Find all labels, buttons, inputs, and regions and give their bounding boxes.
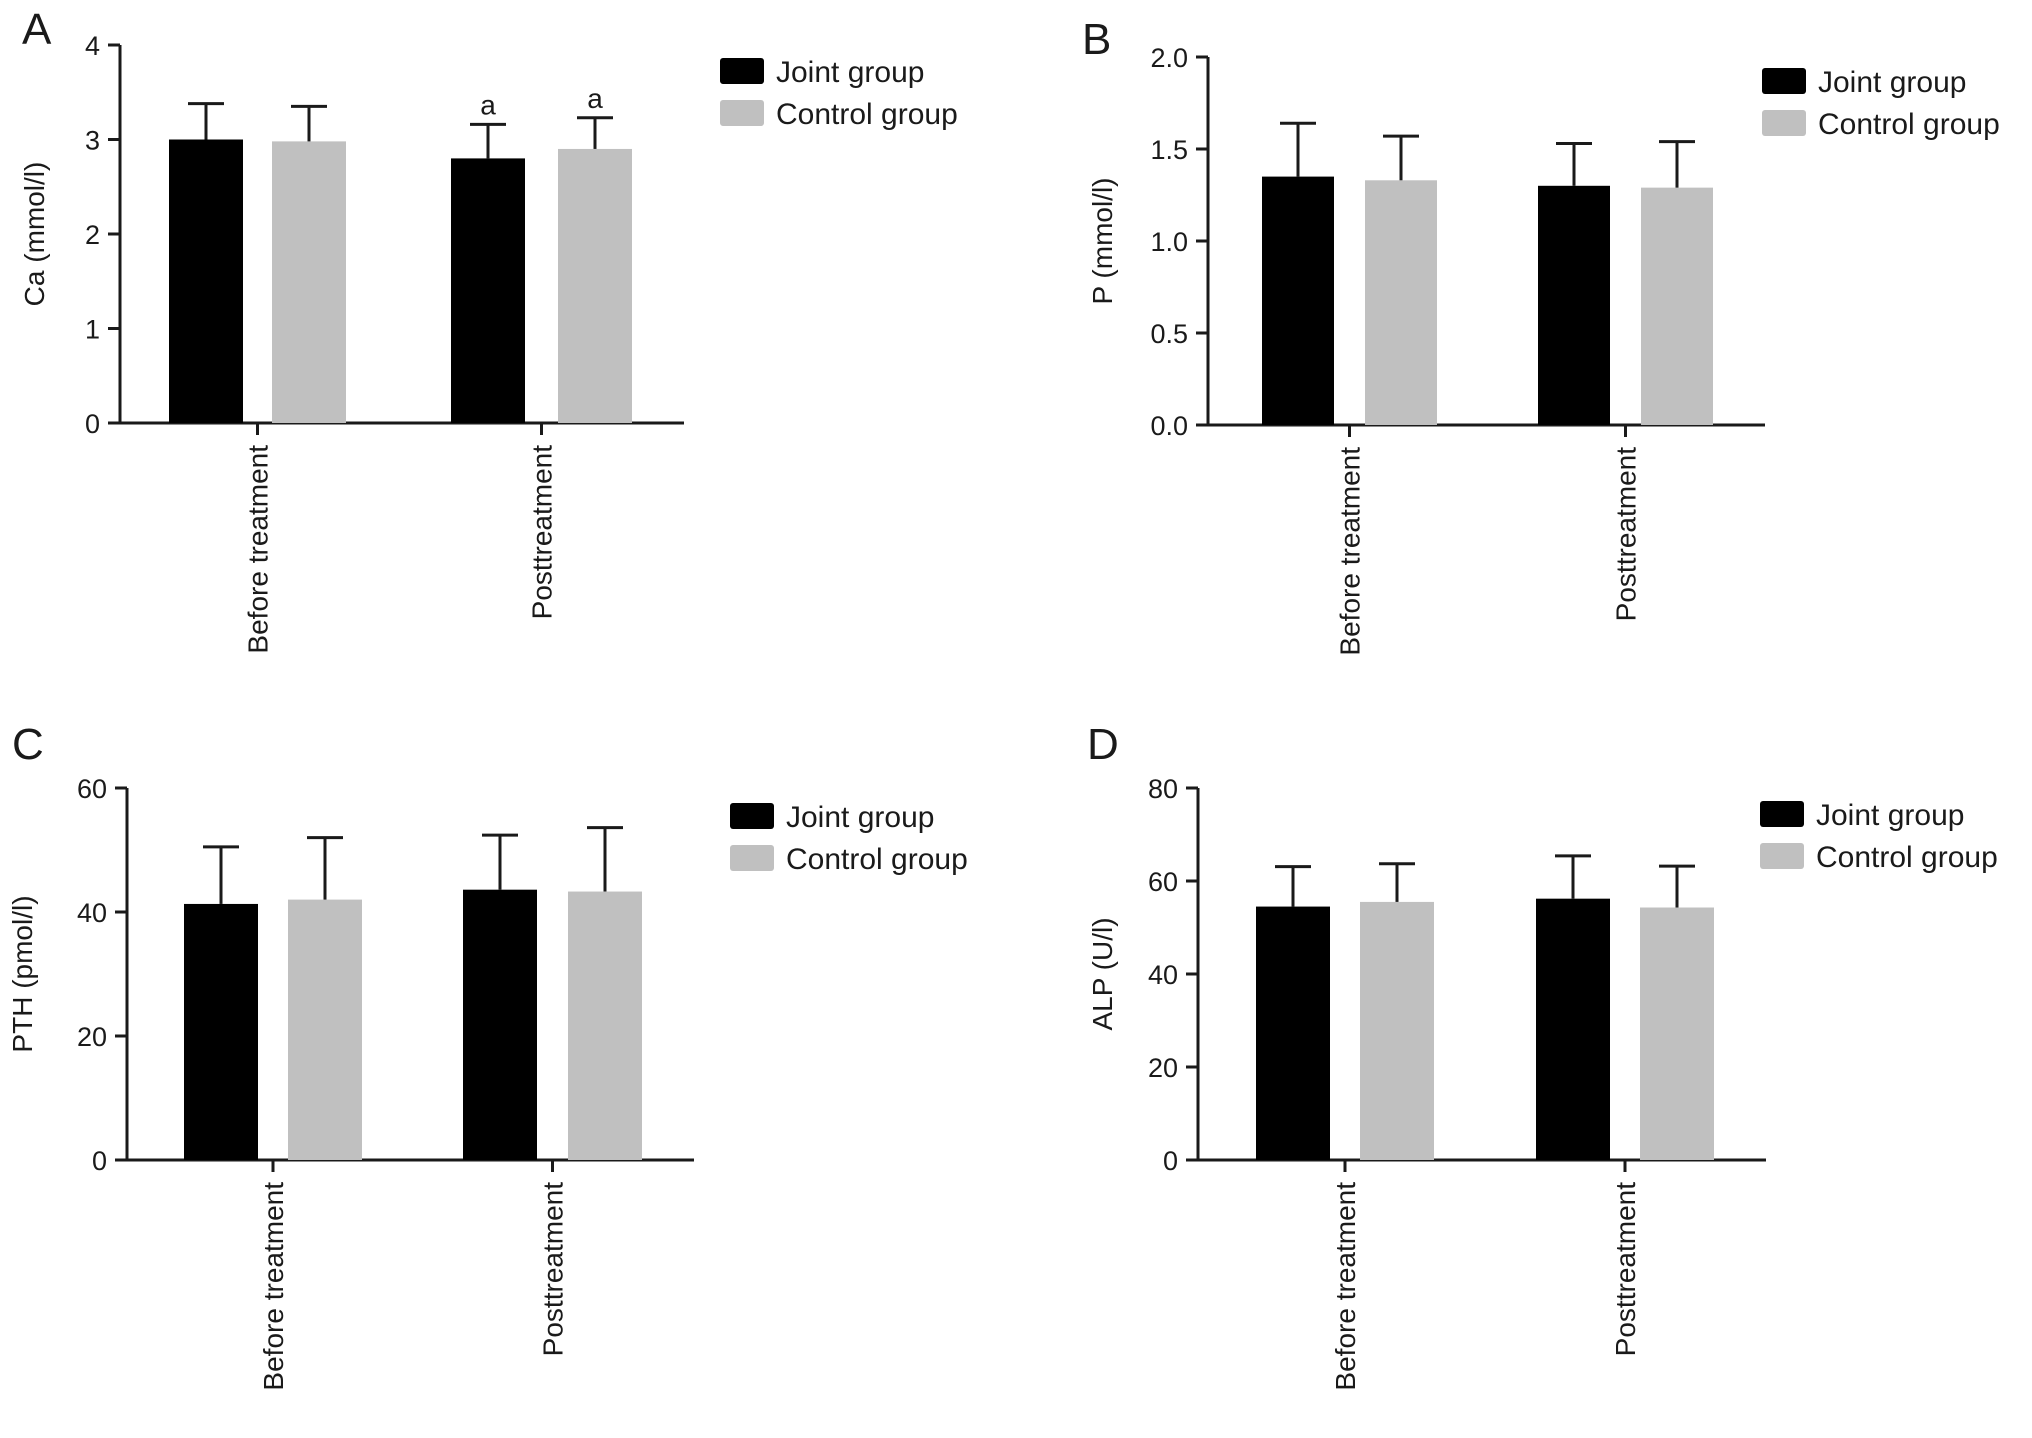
legend-swatch-joint (1760, 801, 1804, 827)
panel-C: C 0 20 40 60 PTH (pmol/l) Before treatment Post… (7, 720, 968, 1391)
legend-swatch-joint (720, 58, 764, 84)
legend-swatch-control (1762, 110, 1806, 136)
panel-letter: A (22, 5, 52, 54)
bar-control-1 (1640, 907, 1714, 1160)
panel-B: B 0.0 0.5 1.0 1.5 2.0 P (mmol/l) Before treatme… (1082, 15, 2000, 656)
legend-label-joint: Joint group (1818, 66, 1966, 99)
panel-letter: D (1087, 720, 1119, 769)
legend-label-control: Control group (786, 843, 968, 876)
y-axis-title: Ca (mmol/l) (19, 162, 50, 307)
y-tick-label: 1.5 (1150, 135, 1188, 165)
y-tick-label: 0 (92, 1146, 107, 1176)
legend-swatch-control (730, 845, 774, 871)
y-tick-label: 80 (1148, 774, 1178, 804)
legend-swatch-control (720, 100, 764, 126)
bar-joint-1 (1538, 185, 1610, 425)
y-tick-label: 20 (1148, 1053, 1178, 1083)
y-tick-label: 0.5 (1150, 319, 1188, 349)
bar-control-1 (558, 148, 632, 423)
bar-joint-0 (169, 139, 243, 423)
y-tick-label: 0 (1163, 1146, 1178, 1176)
legend-label-control: Control group (776, 98, 958, 131)
legend-swatch-control (1760, 843, 1804, 869)
legend-label-joint: Joint group (1816, 799, 1964, 832)
x-tick-label: Before treatment (258, 1182, 289, 1391)
significance-label: a (587, 83, 603, 114)
legend-label-control: Control group (1816, 841, 1998, 874)
panel-A: A 0 1 2 3 4 Ca (mmol/l) Before treatment Posttre… (19, 5, 958, 654)
x-tick-label: Posttreatment (538, 1182, 569, 1357)
bar-control-0 (1365, 180, 1437, 425)
bar-control-0 (1360, 901, 1434, 1160)
panel-D: D 0 20 40 60 80 ALP (U/l) Before treatment Postt… (1087, 720, 1998, 1391)
bar-joint-0 (1256, 906, 1330, 1160)
bar-control-1 (568, 891, 642, 1160)
x-tick-label: Before treatment (1335, 447, 1366, 656)
y-tick-label: 2.0 (1150, 43, 1188, 73)
y-tick-label: 0 (85, 409, 100, 439)
bar-control-0 (272, 141, 346, 423)
x-tick-label: Before treatment (1330, 1182, 1361, 1391)
bar-control-0 (288, 899, 362, 1160)
legend-swatch-joint (730, 803, 774, 829)
y-tick-label: 60 (1148, 867, 1178, 897)
y-tick-label: 40 (77, 898, 107, 928)
x-tick-label: Posttreatment (1610, 1182, 1641, 1357)
y-tick-label: 60 (77, 774, 107, 804)
x-tick-label: Posttreatment (527, 445, 558, 620)
legend-swatch-joint (1762, 68, 1806, 94)
y-tick-label: 0.0 (1150, 411, 1188, 441)
bar-control-1 (1641, 187, 1713, 425)
bar-joint-1 (451, 158, 525, 423)
significance-label: a (480, 89, 496, 120)
panel-letter: B (1082, 15, 1111, 64)
legend-label-control: Control group (1818, 108, 2000, 141)
x-tick-label: Before treatment (243, 445, 274, 654)
y-tick-label: 20 (77, 1022, 107, 1052)
y-tick-label: 40 (1148, 960, 1178, 990)
legend-label-joint: Joint group (786, 801, 934, 834)
y-tick-label: 3 (85, 126, 100, 156)
y-axis-title: ALP (U/l) (1087, 917, 1118, 1030)
bar-joint-1 (463, 889, 537, 1160)
y-tick-label: 4 (85, 31, 100, 61)
y-axis-title: PTH (pmol/l) (7, 895, 38, 1052)
bar-joint-0 (184, 903, 258, 1160)
bar-joint-0 (1262, 176, 1334, 425)
bar-joint-1 (1536, 898, 1610, 1160)
y-tick-label: 1 (85, 315, 100, 345)
x-tick-label: Posttreatment (1611, 447, 1642, 622)
legend-label-joint: Joint group (776, 56, 924, 89)
y-tick-label: 2 (85, 220, 100, 250)
y-tick-label: 1.0 (1150, 227, 1188, 257)
panel-letter: C (12, 720, 44, 769)
y-axis-title: P (mmol/l) (1087, 177, 1118, 304)
